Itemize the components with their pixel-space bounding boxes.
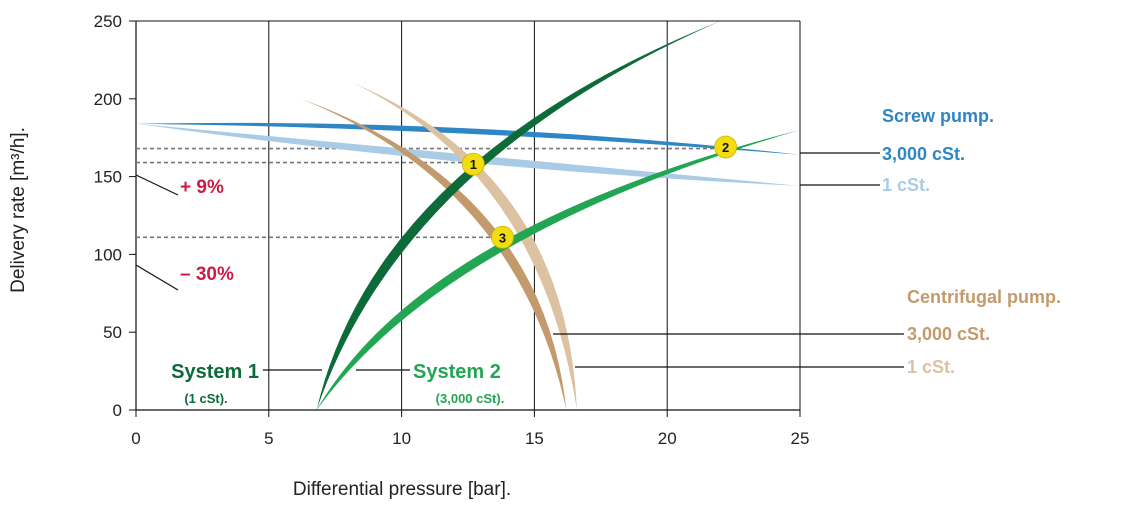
screw-pump-3000cst-curve [136,122,800,155]
y-tick-label-100: 100 [94,245,122,264]
x-tick-label-10: 10 [392,429,411,448]
screw-pump-legend-title: Screw pump. [882,106,994,126]
leader-minus-30 [135,264,179,291]
curves [136,21,800,411]
cent-3000-legend-label: 3,000 cSt. [907,324,990,344]
system2-sublabel: (3,000 cSt). [436,391,505,406]
operating-points: 1 2 3 [461,135,738,249]
centrifugal-pump-legend-title: Centrifugal pump. [907,287,1061,307]
centrifugal-3000cst-curve [300,98,567,411]
y-tick-label-50: 50 [103,323,122,342]
grid [129,20,801,417]
operating-point-1-marker [461,152,485,176]
annotation-plus-9: + 9% [180,177,224,198]
y-tick-label-0: 0 [113,401,122,420]
x-tick-label-25: 25 [791,429,810,448]
y-tick-label-150: 150 [94,168,122,187]
system2-label: System 2 [413,361,501,383]
operating-point-1-label: 1 [470,157,477,172]
annotation-minus-30: – 30% [180,264,234,285]
operating-point-3-label: 3 [499,230,506,245]
operating-point-2-marker [714,135,738,159]
x-tick-label-20: 20 [658,429,677,448]
x-tick-label-5: 5 [264,429,273,448]
operating-point-2-label: 2 [722,140,729,155]
cent-1-legend-label: 1 cSt. [907,357,955,377]
tick-labels: 0 50 100 150 200 250 0 5 10 15 20 25 [94,12,810,448]
screw-1-legend-label: 1 cSt. [882,175,930,195]
system1-sublabel: (1 cSt). [184,391,227,406]
y-axis-title: Delivery rate [m³/h]. [8,127,29,293]
operating-point-3-marker [491,225,514,249]
leader-plus-9 [135,174,179,196]
x-tick-label-0: 0 [131,429,140,448]
screw-3000-legend-label: 3,000 cSt. [882,144,965,164]
reference-lines [136,147,726,239]
y-tick-label-250: 250 [94,12,122,31]
y-tick-label-200: 200 [94,90,122,109]
system1-label: System 1 [171,361,259,383]
leader-lines [135,152,904,371]
centrifugal-1cst-curve [353,83,577,410]
x-axis-title: Differential pressure [bar]. [293,479,511,500]
x-tick-label-15: 15 [525,429,544,448]
